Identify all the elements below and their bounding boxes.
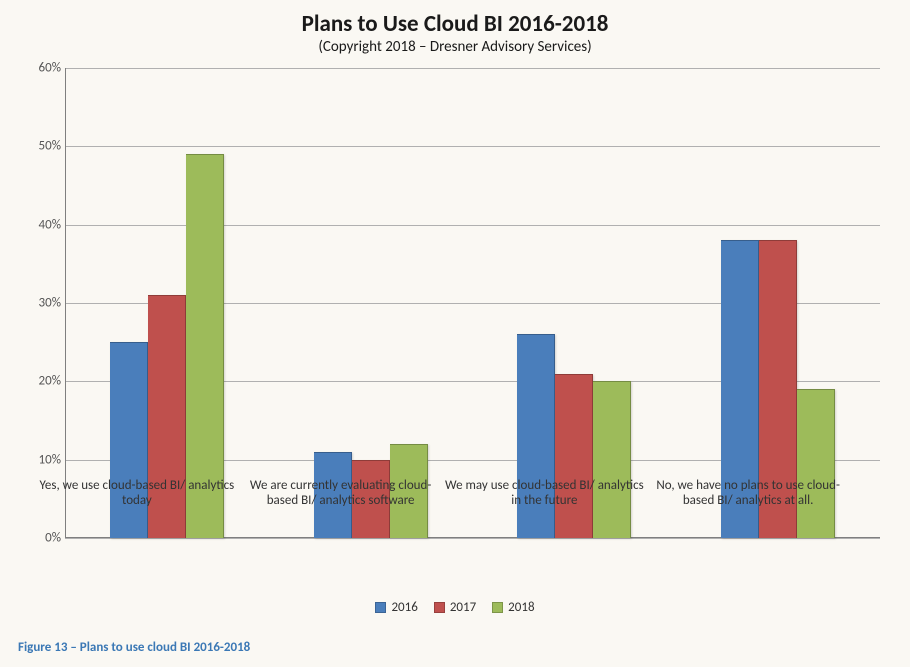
legend-swatch bbox=[375, 602, 386, 613]
x-tick-label: Yes, we use cloud-based BI/ analytics to… bbox=[35, 475, 239, 509]
legend-swatch bbox=[492, 602, 503, 613]
legend-label: 2018 bbox=[508, 600, 534, 615]
chart-title: Plans to Use Cloud BI 2016-2018 bbox=[30, 10, 880, 38]
legend-item: 2017 bbox=[434, 600, 476, 615]
y-tick-label: 60% bbox=[26, 61, 61, 76]
figure-caption: Figure 13 – Plans to use cloud BI 2016-2… bbox=[18, 640, 250, 655]
x-tick-label: We may use cloud-based BI/ analytics in … bbox=[443, 475, 647, 509]
x-tick-label: We are currently evaluating cloud-based … bbox=[239, 475, 443, 509]
x-tick-label: No, we have no plans to use cloud-based … bbox=[646, 475, 850, 509]
chart-container: Plans to Use Cloud BI 2016-2018 (Copyrig… bbox=[0, 0, 910, 667]
legend-label: 2016 bbox=[391, 600, 417, 615]
title-block: Plans to Use Cloud BI 2016-2018 (Copyrig… bbox=[30, 10, 880, 56]
x-axis-labels: Yes, we use cloud-based BI/ analytics to… bbox=[35, 475, 850, 535]
legend-item: 2018 bbox=[492, 600, 534, 615]
y-tick-label: 40% bbox=[26, 217, 61, 232]
legend-swatch bbox=[434, 602, 445, 613]
y-tick-label: 20% bbox=[26, 374, 61, 389]
legend-item: 2016 bbox=[375, 600, 417, 615]
legend: 2016 2017 2018 bbox=[0, 600, 910, 617]
bars-area bbox=[65, 68, 880, 538]
y-tick-label: 50% bbox=[26, 139, 61, 154]
y-axis: 0%10%20%30%40%50%60% bbox=[30, 68, 65, 538]
legend-label: 2017 bbox=[450, 600, 476, 615]
gridline bbox=[65, 538, 880, 539]
y-tick-label: 30% bbox=[26, 296, 61, 311]
chart-subtitle: (Copyright 2018 – Dresner Advisory Servi… bbox=[30, 38, 880, 56]
y-tick-label: 10% bbox=[26, 452, 61, 467]
plot-area: 0%10%20%30%40%50%60% bbox=[65, 68, 880, 538]
